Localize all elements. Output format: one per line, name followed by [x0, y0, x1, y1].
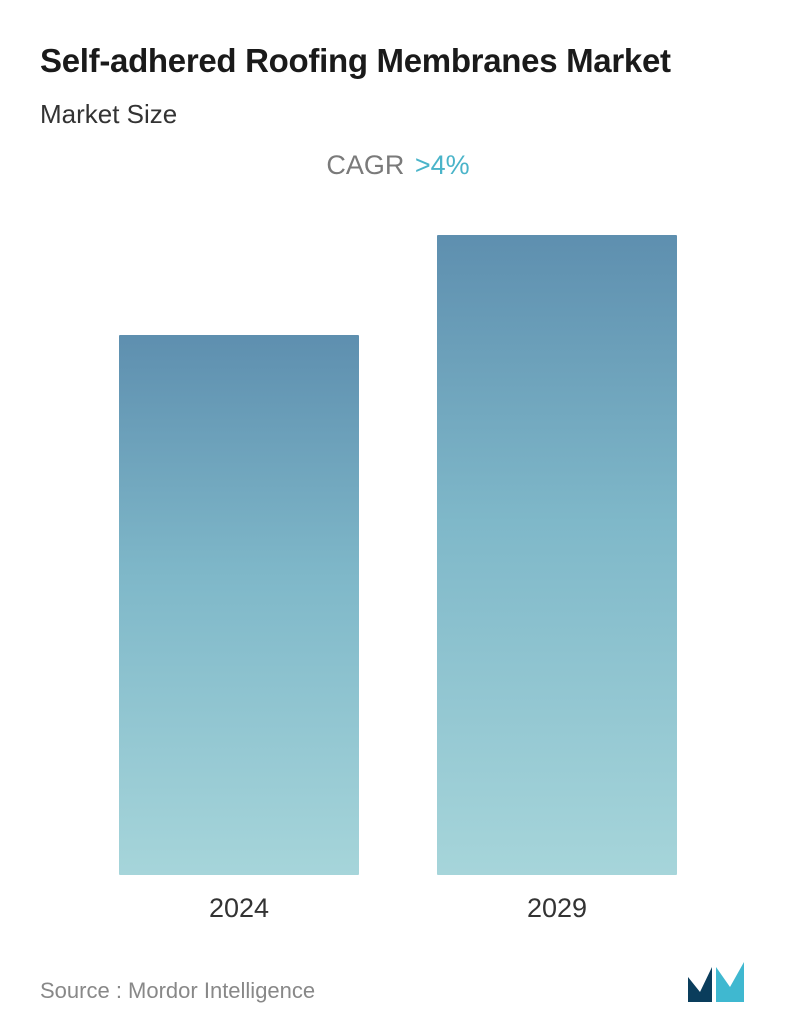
chart-title: Self-adhered Roofing Membranes Market [40, 40, 756, 81]
bar-label-1: 2029 [527, 893, 587, 924]
source-text: Source : Mordor Intelligence [40, 978, 315, 1004]
cagr-row: CAGR >4% [40, 150, 756, 181]
footer: Source : Mordor Intelligence [40, 934, 756, 1004]
bar-group-0: 2024 [119, 335, 359, 924]
chart-container: Self-adhered Roofing Membranes Market Ma… [0, 0, 796, 1034]
bar-group-1: 2029 [437, 235, 677, 924]
bar-1 [437, 235, 677, 875]
chart-area: 2024 2029 [40, 206, 756, 934]
cagr-value: >4% [415, 150, 470, 180]
bar-0 [119, 335, 359, 875]
chart-subtitle: Market Size [40, 99, 756, 130]
bar-label-0: 2024 [209, 893, 269, 924]
cagr-label: CAGR [326, 150, 404, 180]
brand-logo-icon [686, 959, 756, 1004]
